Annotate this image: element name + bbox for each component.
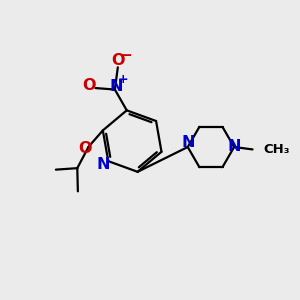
Text: N: N (182, 135, 195, 150)
Text: N: N (96, 157, 110, 172)
Text: −: − (119, 49, 132, 64)
Text: O: O (82, 78, 96, 93)
Text: O: O (78, 141, 92, 156)
Text: O: O (112, 53, 125, 68)
Text: +: + (118, 73, 128, 85)
Text: N: N (228, 139, 242, 154)
Text: CH₃: CH₃ (263, 143, 290, 156)
Text: N: N (109, 79, 123, 94)
